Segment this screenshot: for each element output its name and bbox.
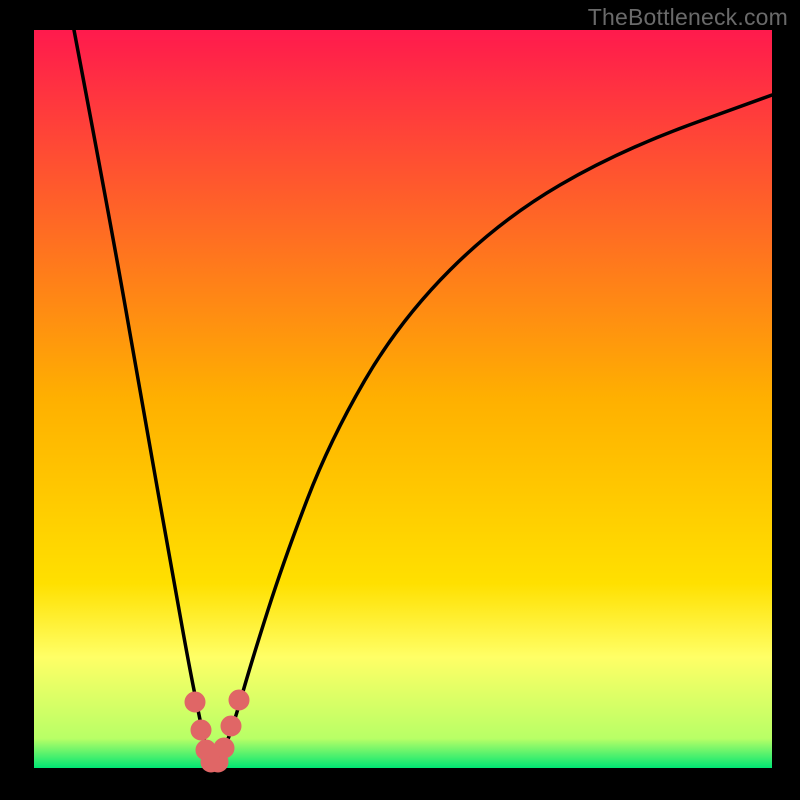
watermark-text: TheBottleneck.com bbox=[588, 4, 788, 31]
marker-dot bbox=[191, 720, 211, 740]
chart-container: TheBottleneck.com bbox=[0, 0, 800, 800]
marker-group bbox=[185, 690, 249, 772]
marker-dot bbox=[221, 716, 241, 736]
marker-dot bbox=[185, 692, 205, 712]
bottleneck-curve-right bbox=[214, 95, 772, 766]
curve-layer bbox=[0, 0, 800, 800]
marker-dot bbox=[214, 738, 234, 758]
marker-dot bbox=[229, 690, 249, 710]
bottleneck-curve-left bbox=[74, 30, 214, 766]
